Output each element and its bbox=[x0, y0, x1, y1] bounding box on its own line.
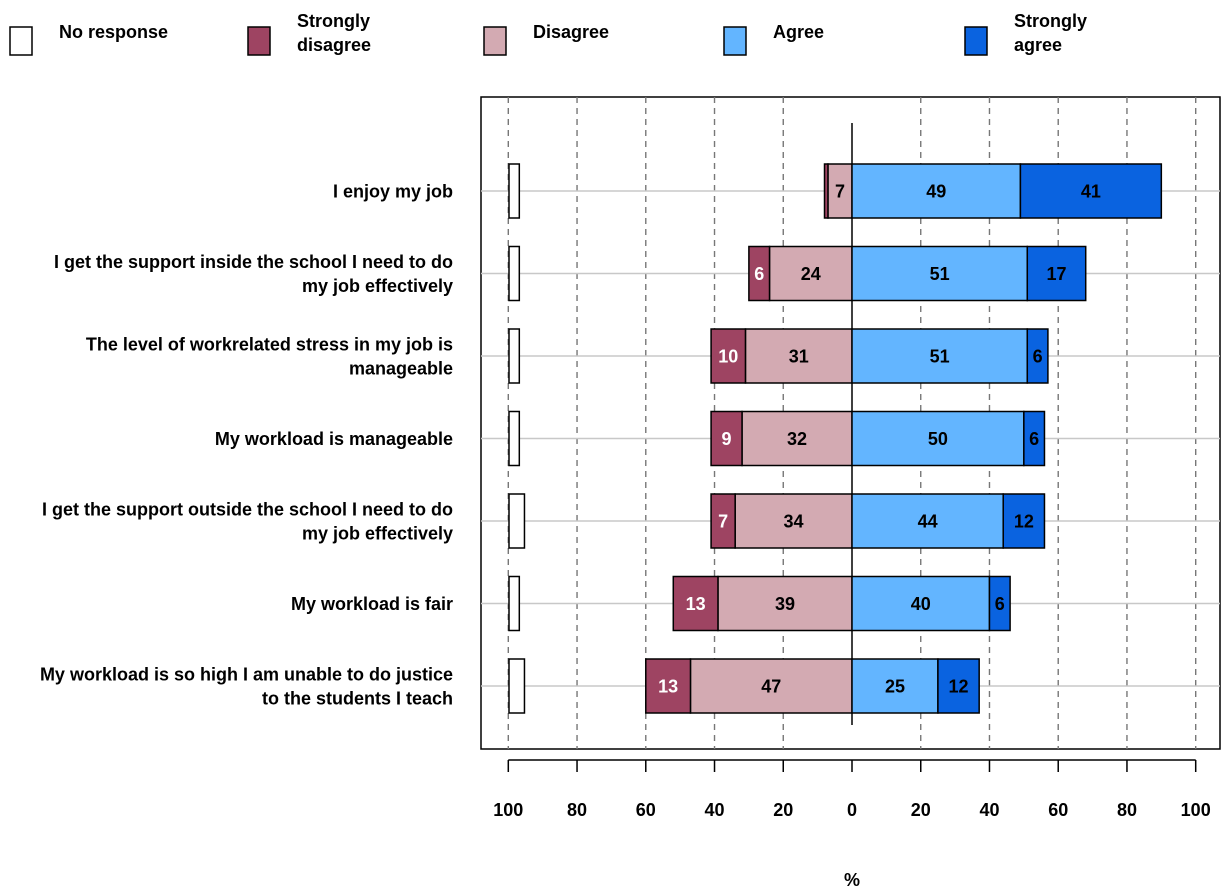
bar-strongly-agree bbox=[1026, 245, 1087, 302]
legend-label: Agree bbox=[773, 22, 824, 42]
bar-strongly-disagree bbox=[710, 410, 743, 467]
data-label: 9 bbox=[722, 429, 732, 449]
bar-disagree bbox=[689, 658, 853, 714]
data-label: 44 bbox=[918, 512, 938, 532]
data-label: 6 bbox=[1033, 347, 1043, 367]
x-tick-label: 100 bbox=[493, 800, 523, 820]
data-label: 40 bbox=[911, 594, 931, 614]
bar-strongly-agree bbox=[1019, 163, 1163, 219]
data-label: 12 bbox=[949, 677, 969, 697]
category-label: I enjoy my job bbox=[333, 182, 453, 202]
category-label: manageable bbox=[349, 359, 453, 379]
x-tick-label: 20 bbox=[773, 800, 793, 820]
category-label: I get the support outside the school I n… bbox=[42, 500, 453, 520]
legend-label: disagree bbox=[297, 35, 371, 55]
category-label: The level of workrelated stress in my jo… bbox=[86, 335, 453, 355]
category-label: I get the support inside the school I ne… bbox=[54, 252, 453, 272]
data-label: 6 bbox=[1029, 429, 1039, 449]
data-label: 12 bbox=[1014, 512, 1034, 532]
bar-agree bbox=[851, 493, 1004, 549]
bar-no-response bbox=[508, 328, 521, 384]
bar-strongly-agree bbox=[1023, 410, 1046, 467]
category-label: My workload is fair bbox=[291, 594, 453, 614]
bar-agree bbox=[851, 410, 1025, 467]
bar-disagree bbox=[741, 410, 853, 467]
legend-label: agree bbox=[1014, 35, 1062, 55]
data-label: 13 bbox=[686, 594, 706, 614]
data-label: 51 bbox=[930, 347, 950, 367]
bar-strongly-disagree bbox=[645, 658, 692, 714]
bar-strongly-agree bbox=[937, 658, 980, 714]
bar-agree bbox=[851, 328, 1029, 384]
bar-strongly-disagree bbox=[823, 163, 829, 219]
legend-swatch bbox=[723, 26, 747, 56]
x-tick-label: 60 bbox=[636, 800, 656, 820]
data-label: 25 bbox=[885, 677, 905, 697]
legend-label: Strongly bbox=[297, 11, 370, 31]
data-label: 6 bbox=[754, 264, 764, 284]
data-label: 7 bbox=[718, 512, 728, 532]
data-label: 13 bbox=[658, 677, 678, 697]
data-label: 6 bbox=[995, 594, 1005, 614]
legend-swatch bbox=[9, 26, 33, 56]
x-tick-label: 0 bbox=[847, 800, 857, 820]
bar-agree bbox=[851, 163, 1022, 219]
category-label: to the students I teach bbox=[262, 689, 453, 709]
bar-strongly-disagree bbox=[748, 245, 771, 302]
legend-swatch bbox=[247, 26, 271, 56]
x-tick-label: 20 bbox=[911, 800, 931, 820]
data-label: 17 bbox=[1046, 264, 1066, 284]
data-label: 34 bbox=[784, 512, 804, 532]
bar-no-response bbox=[508, 575, 521, 632]
x-tick-label: 60 bbox=[1048, 800, 1068, 820]
legend-label: No response bbox=[59, 22, 168, 42]
legend-swatch bbox=[964, 26, 988, 56]
data-label: 51 bbox=[930, 264, 950, 284]
bar-strongly-agree bbox=[1002, 493, 1046, 549]
legend-swatch bbox=[483, 26, 507, 56]
bar-strongly-agree bbox=[1026, 328, 1049, 384]
data-label: 39 bbox=[775, 594, 795, 614]
bar-strongly-disagree bbox=[710, 328, 747, 384]
bar-disagree bbox=[717, 575, 853, 632]
bar-no-response bbox=[508, 163, 521, 219]
bar-no-response bbox=[508, 658, 526, 714]
bar-disagree bbox=[827, 163, 853, 219]
bar-no-response bbox=[508, 493, 526, 549]
x-tick-label: 40 bbox=[979, 800, 999, 820]
data-label: 47 bbox=[761, 677, 781, 697]
x-axis-label: % bbox=[844, 870, 860, 890]
bar-strongly-disagree bbox=[710, 493, 736, 549]
x-tick-label: 100 bbox=[1181, 800, 1211, 820]
legend-label: Strongly bbox=[1014, 11, 1087, 31]
x-tick-label: 80 bbox=[567, 800, 587, 820]
data-label: 24 bbox=[801, 264, 821, 284]
bar-no-response bbox=[508, 245, 521, 302]
x-tick-label: 40 bbox=[705, 800, 725, 820]
data-label: 10 bbox=[718, 347, 738, 367]
category-label: my job effectively bbox=[302, 276, 453, 296]
bar-no-response bbox=[508, 410, 521, 467]
data-label: 49 bbox=[926, 182, 946, 202]
data-label: 41 bbox=[1081, 182, 1101, 202]
bar-strongly-disagree bbox=[672, 575, 719, 632]
category-label: My workload is so high I am unable to do… bbox=[40, 665, 453, 685]
data-label: 31 bbox=[789, 347, 809, 367]
data-label: 50 bbox=[928, 429, 948, 449]
plot-frame bbox=[480, 96, 1221, 750]
bar-strongly-agree bbox=[988, 575, 1011, 632]
category-label: my job effectively bbox=[302, 524, 453, 544]
category-label: My workload is manageable bbox=[215, 429, 453, 449]
data-label: 7 bbox=[835, 182, 845, 202]
data-label: 32 bbox=[787, 429, 807, 449]
legend-label: Disagree bbox=[533, 22, 609, 42]
x-tick-label: 80 bbox=[1117, 800, 1137, 820]
